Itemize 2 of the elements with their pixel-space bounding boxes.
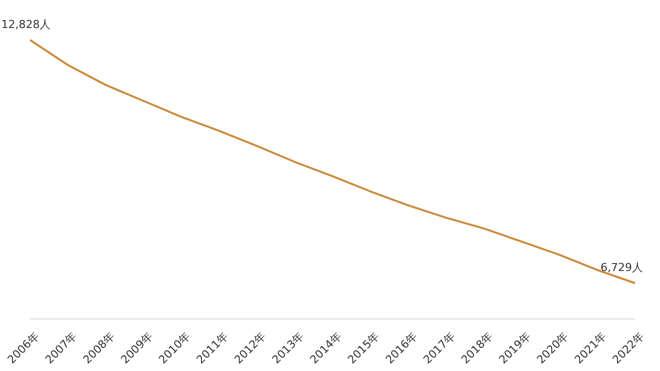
data-label: 12,828人 (1, 18, 51, 31)
data-label: 6,729人 (600, 261, 643, 274)
